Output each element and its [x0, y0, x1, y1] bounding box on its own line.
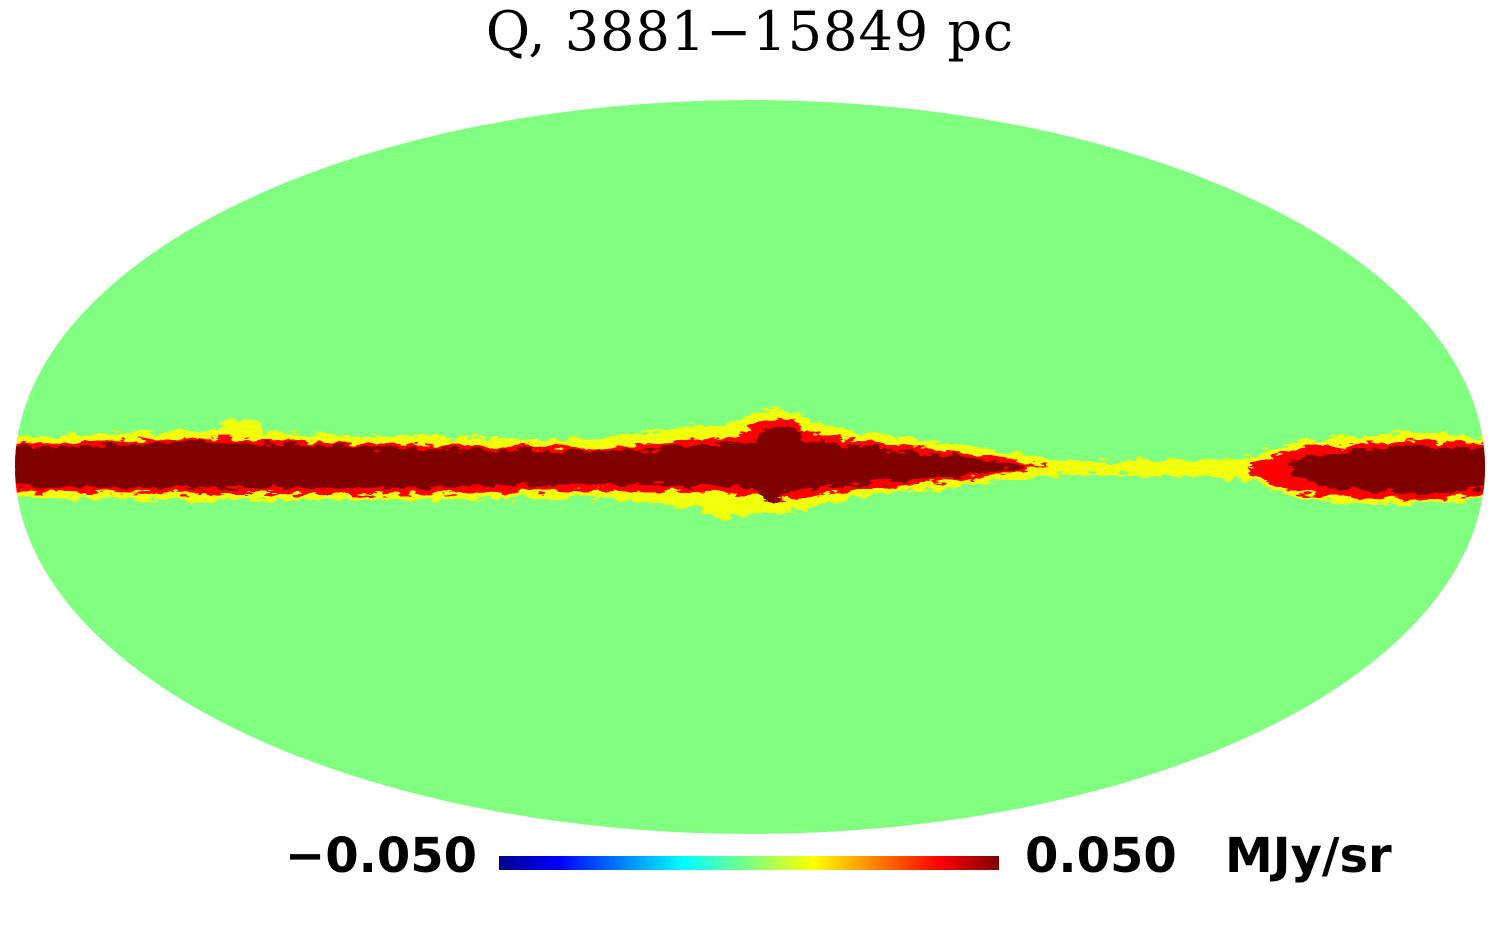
colorbar-min-label: −0.050	[285, 828, 478, 884]
colorbar-max-label: 0.050	[1025, 828, 1177, 884]
map-title: Q, 3881−15849 pc	[485, 0, 1015, 63]
colorbar	[499, 856, 999, 870]
colorbar-gradient	[499, 856, 999, 870]
colorbar-unit-label: MJy/sr	[1225, 828, 1392, 884]
galactic-plane-core	[15, 426, 1485, 500]
